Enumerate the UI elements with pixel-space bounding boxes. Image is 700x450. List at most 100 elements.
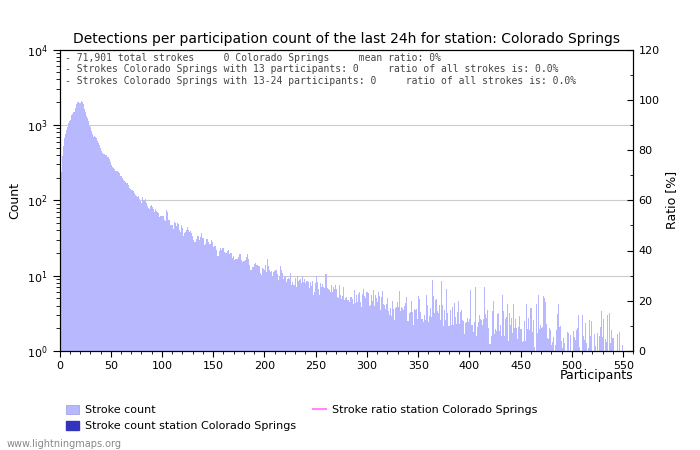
Bar xyxy=(186,230,187,450)
Bar xyxy=(313,295,314,450)
Bar xyxy=(401,307,402,450)
Bar xyxy=(195,242,196,450)
Bar xyxy=(400,311,401,450)
Y-axis label: Ratio [%]: Ratio [%] xyxy=(665,171,678,230)
Bar xyxy=(155,209,156,450)
Bar xyxy=(396,307,397,450)
Bar xyxy=(554,351,555,450)
Bar xyxy=(202,238,204,450)
Bar xyxy=(395,308,396,450)
Bar xyxy=(144,200,145,450)
Bar xyxy=(69,121,70,450)
Bar xyxy=(426,295,427,450)
Bar xyxy=(92,134,93,450)
Text: www.lightningmaps.org: www.lightningmaps.org xyxy=(7,439,122,449)
Title: Detections per participation count of the last 24h for station: Colorado Springs: Detections per participation count of th… xyxy=(73,32,620,45)
Bar xyxy=(485,314,486,450)
Bar xyxy=(360,302,361,450)
Bar xyxy=(135,195,136,450)
Bar xyxy=(167,220,169,450)
Bar xyxy=(421,319,422,450)
Bar xyxy=(169,225,171,450)
Bar xyxy=(451,325,452,450)
Bar xyxy=(418,297,419,450)
Bar xyxy=(368,306,370,450)
Bar xyxy=(542,297,544,450)
Bar xyxy=(188,230,189,450)
Bar xyxy=(339,285,340,450)
Bar xyxy=(342,296,343,450)
Bar xyxy=(560,326,561,450)
Bar xyxy=(582,315,583,450)
Bar xyxy=(546,324,547,450)
Bar xyxy=(336,289,337,450)
Bar xyxy=(334,289,335,450)
Bar xyxy=(224,252,225,450)
Bar xyxy=(376,298,377,450)
Bar xyxy=(569,351,570,450)
Bar xyxy=(414,310,416,450)
Bar xyxy=(227,251,228,450)
Bar xyxy=(610,343,612,450)
Bar xyxy=(68,123,69,450)
Bar xyxy=(138,196,139,450)
Bar xyxy=(101,151,102,450)
Bar xyxy=(591,321,592,450)
Bar xyxy=(301,283,302,450)
Bar xyxy=(271,271,272,450)
Bar xyxy=(539,329,540,450)
Bar xyxy=(258,266,259,450)
Bar xyxy=(61,172,62,450)
Bar xyxy=(526,304,527,450)
Bar xyxy=(489,344,491,450)
Bar xyxy=(110,162,111,450)
Bar xyxy=(391,316,392,450)
Bar xyxy=(266,272,267,450)
Bar xyxy=(598,351,599,450)
Bar xyxy=(176,226,177,450)
Bar xyxy=(127,185,129,450)
Bar xyxy=(584,324,586,450)
Bar xyxy=(223,248,224,450)
Bar xyxy=(345,298,346,450)
Bar xyxy=(302,276,303,450)
Bar xyxy=(487,310,489,450)
Bar xyxy=(461,310,462,450)
Bar xyxy=(253,264,255,450)
Bar xyxy=(259,266,260,450)
Bar xyxy=(216,251,217,450)
Bar xyxy=(433,296,434,450)
Bar xyxy=(122,180,124,450)
Bar xyxy=(469,319,470,450)
Bar xyxy=(419,299,420,450)
Bar xyxy=(348,300,349,450)
Bar xyxy=(315,284,316,450)
Bar xyxy=(597,333,598,450)
Bar xyxy=(350,297,351,450)
Bar xyxy=(177,223,178,450)
Bar xyxy=(335,285,336,450)
Bar xyxy=(328,290,330,450)
Bar xyxy=(370,295,372,450)
Bar xyxy=(321,288,323,450)
Bar xyxy=(588,348,589,450)
Bar xyxy=(250,270,251,450)
Bar xyxy=(377,302,378,450)
Bar xyxy=(189,233,190,450)
Bar xyxy=(187,227,188,450)
Bar xyxy=(580,351,581,450)
Bar xyxy=(306,281,307,450)
Bar xyxy=(349,302,350,450)
Bar xyxy=(453,325,454,450)
Bar xyxy=(516,328,517,450)
Bar xyxy=(299,280,300,450)
Bar xyxy=(314,292,315,450)
Bar xyxy=(124,181,125,450)
Bar xyxy=(93,137,94,450)
Bar xyxy=(432,280,433,450)
Bar xyxy=(483,319,484,450)
Bar xyxy=(399,291,400,450)
Bar xyxy=(146,203,147,450)
Bar xyxy=(148,207,149,450)
Bar xyxy=(215,246,216,450)
